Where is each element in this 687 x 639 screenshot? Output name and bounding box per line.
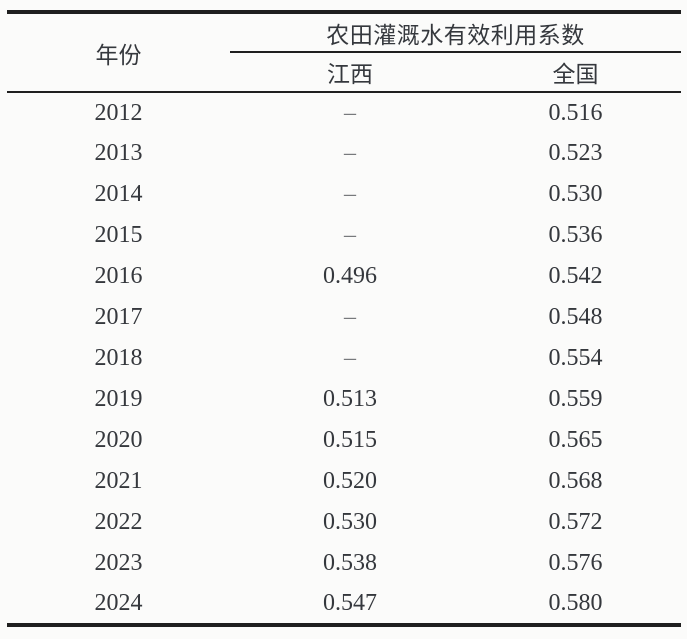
jiangxi-value-cell: – [344,140,356,166]
table-header: 年份 农田灌溉水有效利用系数 江西 全国 [7,12,681,93]
table-row: 2019 0.513 0.559 [7,379,681,420]
year-cell: 2022 [94,509,143,535]
year-cell: 2024 [94,590,143,616]
jiangxi-value-cell: – [344,222,356,248]
table-body: 2012 – 0.516 2013 – 0.523 2014 – 0.530 2… [7,92,681,625]
year-cell: 2012 [94,99,143,126]
year-cell: 2017 [94,304,143,330]
national-value-cell: 0.572 [548,509,603,535]
national-value-cell: 0.565 [548,427,603,453]
year-cell: 2013 [94,140,143,166]
table-row: 2014 – 0.530 [7,174,681,215]
year-cell: 2014 [94,181,143,207]
table-row: 2024 0.547 0.580 [7,584,681,625]
table-row: 2013 – 0.523 [7,133,681,174]
jiangxi-value-cell: 0.547 [323,590,377,616]
year-cell: 2023 [94,550,143,576]
national-value-cell: 0.580 [548,590,603,616]
jiangxi-value-cell: – [344,304,356,330]
jiangxi-value-cell: 0.496 [323,263,377,289]
year-cell: 2016 [94,263,143,289]
national-value-cell: 0.559 [548,386,603,412]
national-value-cell: 0.576 [548,550,603,576]
year-column-header: 年份 [7,12,230,93]
year-cell: 2015 [94,222,143,248]
jiangxi-value-cell: – [344,345,356,371]
irrigation-coefficient-table: 年份 农田灌溉水有效利用系数 江西 全国 2012 – 0.516 2013 –… [7,10,681,627]
table-row: 2016 0.496 0.542 [7,256,681,297]
jiangxi-value-cell: 0.515 [323,427,377,453]
national-value-cell: 0.542 [548,263,603,289]
national-value-cell: 0.554 [548,345,603,371]
table-row: 2015 – 0.536 [7,215,681,256]
header-row-sub: 江西 全国 [7,52,681,93]
span-column-header: 农田灌溉水有效利用系数 [230,12,681,53]
year-cell: 2019 [94,386,143,412]
table-row: 2020 0.515 0.565 [7,420,681,461]
national-value-cell: 0.568 [548,468,603,494]
national-value-cell: 0.516 [548,99,603,126]
year-cell: 2021 [94,468,143,494]
table-row: 2018 – 0.554 [7,338,681,379]
year-cell: 2018 [94,345,143,371]
table-row: 2017 – 0.548 [7,297,681,338]
national-column-header: 全国 [470,52,681,93]
national-value-cell: 0.523 [548,140,603,166]
table-row: 2023 0.538 0.576 [7,543,681,584]
jiangxi-value-cell: 0.530 [323,509,377,535]
year-cell: 2020 [94,427,143,453]
table-row: 2021 0.520 0.568 [7,461,681,502]
jiangxi-value-cell: 0.538 [323,550,377,576]
national-value-cell: 0.548 [548,304,603,330]
header-row-top: 年份 农田灌溉水有效利用系数 [7,12,681,93]
jiangxi-value-cell: – [344,181,356,207]
jiangxi-value-cell: 0.520 [323,468,377,494]
jiangxi-column-header: 江西 [230,52,470,93]
jiangxi-value-cell: 0.513 [323,386,377,412]
table-row: 2022 0.530 0.572 [7,502,681,543]
national-value-cell: 0.530 [548,181,603,207]
table-row: 2012 – 0.516 [7,92,681,133]
national-value-cell: 0.536 [548,222,603,248]
jiangxi-value-cell: – [344,99,356,126]
